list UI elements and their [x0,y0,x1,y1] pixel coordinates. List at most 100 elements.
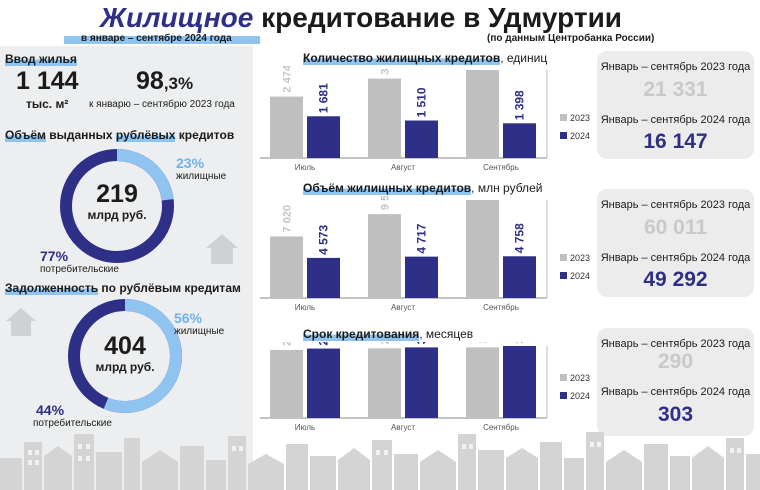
data-label: 9 567 [380,196,392,210]
data-label: 303 [478,342,490,343]
data-label: 7 020 [282,205,294,233]
city-skyline [0,432,760,490]
legend-label: 2024 [570,131,590,141]
summary-card-term: Январь – сентябрь 2023 года 290 Январь –… [597,328,754,436]
summary-label-2023: Январь – сентябрь 2023 года [600,199,751,211]
data-label: 1 681 [317,83,331,113]
bar-2023 [466,70,499,158]
summary-card-volume: Январь – сентябрь 2023 года 60 011 Январ… [597,189,754,297]
data-label: 309 [513,342,527,343]
bar-2024 [307,348,340,418]
summary-value-2023: 60 011 [643,216,708,239]
data-label: 1 510 [415,87,429,117]
legend-swatch-2024 [560,392,567,399]
tick-label: Сентябрь [483,303,519,312]
legend-label: 2023 [570,253,590,263]
left-panel [0,46,253,490]
tick-label: Август [391,423,415,432]
debt-housing-pct: 56% [174,310,203,326]
data-label: 299 [380,342,392,344]
bar-2023 [270,236,303,298]
tick-label: Август [391,303,415,312]
house-icon [6,308,36,336]
bar-2024 [307,257,340,298]
house-icon [206,234,238,264]
bar-2024 [405,256,438,298]
issued-consumer-label: потребительские [40,264,119,275]
summary-value-2024: 49 292 [643,268,708,291]
tick-label: Июль [295,163,315,172]
chart-title-volume: Объём жилищных кредитов, млн рублей [303,181,543,195]
issued-consumer-pct: 77% [40,248,69,264]
debt-heading: Задолженность по рублёвым кредитам [5,281,241,295]
tick-label: Сентябрь [483,423,519,432]
issued-donut-housing [60,149,174,263]
legend-label: 2024 [570,391,590,401]
legend-swatch-2023 [560,254,567,261]
legend-label: 2024 [570,271,590,281]
issued-housing-pct: 23% [176,155,205,171]
debt-housing-label: жилищные [174,326,225,337]
data-label: 1 398 [513,90,527,120]
summary-value-2024: 303 [657,403,694,426]
legend-label: 2023 [570,373,590,383]
bar-2024 [405,347,438,418]
summary-label-2024: Январь – сентябрь 2024 года [600,252,751,264]
tick-label: Июль [295,303,315,312]
debt-unit: млрд руб. [95,360,155,374]
bar-2023 [466,347,499,418]
data-label: 4 758 [513,223,527,253]
summary-value-2023: 290 [657,350,694,373]
data-label: 3 200 [380,66,392,75]
bar-2023 [368,214,401,298]
legend-swatch-2023 [560,374,567,381]
period-subtitle: в январе – сентябре 2024 года [81,33,232,44]
data-label: 2 474 [282,66,294,93]
debt-consumer-label: потребительские [33,418,112,429]
tick-label: Август [391,163,415,172]
issued-housing-label: жилищные [176,171,227,182]
chart-title-term: Срок кредитования, месяцев [303,327,474,341]
summary-label-2024: Январь – сентябрь 2024 года [600,386,751,398]
data-label: 292 [282,342,294,346]
legend-swatch-2024 [560,272,567,279]
issued-total: 219 [96,180,138,208]
housing-percent-note: к январю – сентябрю 2023 года [89,99,235,110]
summary-label-2023: Январь – сентябрь 2023 года [600,61,751,73]
tick-label: Июль [295,423,315,432]
summary-value-2024: 16 147 [643,130,708,153]
bar-2023 [368,348,401,418]
data-label: 4 573 [317,225,331,255]
debt-donut-housing [68,299,182,413]
bar-2024 [503,123,536,158]
debt-total: 404 [104,332,146,360]
tick-label: Сентябрь [483,163,519,172]
data-label: 303 [415,342,429,344]
bar-2023 [270,349,303,418]
housing-unit: тыс. м² [26,97,69,111]
debt-consumer-pct: 44% [36,402,65,418]
page-title: Жилищное кредитование в Удмуртии [100,2,622,33]
data-label: 298 [317,342,331,346]
data-label: 4 717 [415,223,429,253]
issued-donut [60,149,174,263]
chart-title-count: Количество жилищных кредитов, единиц [303,51,548,65]
legend-swatch-2023 [560,114,567,121]
issued-heading: Объём выданных рублёвых кредитов [5,128,235,142]
bar-2023 [368,78,401,158]
housing-heading: Ввод жилья [5,52,77,66]
issued-unit: млрд руб. [87,208,147,222]
chart-term: 292 298 Июль 299 303 Август 303 309 Сентябрь 2023… [260,342,590,432]
summary-value-2023: 21 331 [643,78,708,101]
debt-donut [68,299,182,413]
bar-2024 [307,116,340,158]
source-note: (по данным Центробанка России) [487,33,655,44]
bar-2024 [503,346,536,418]
housing-value: 1 144 [16,67,79,95]
legend-swatch-2024 [560,132,567,139]
housing-percent: 98,3% [136,67,194,95]
summary-card-count: Январь – сентябрь 2023 года 21 331 Январ… [597,51,754,159]
period-highlight [64,36,260,44]
